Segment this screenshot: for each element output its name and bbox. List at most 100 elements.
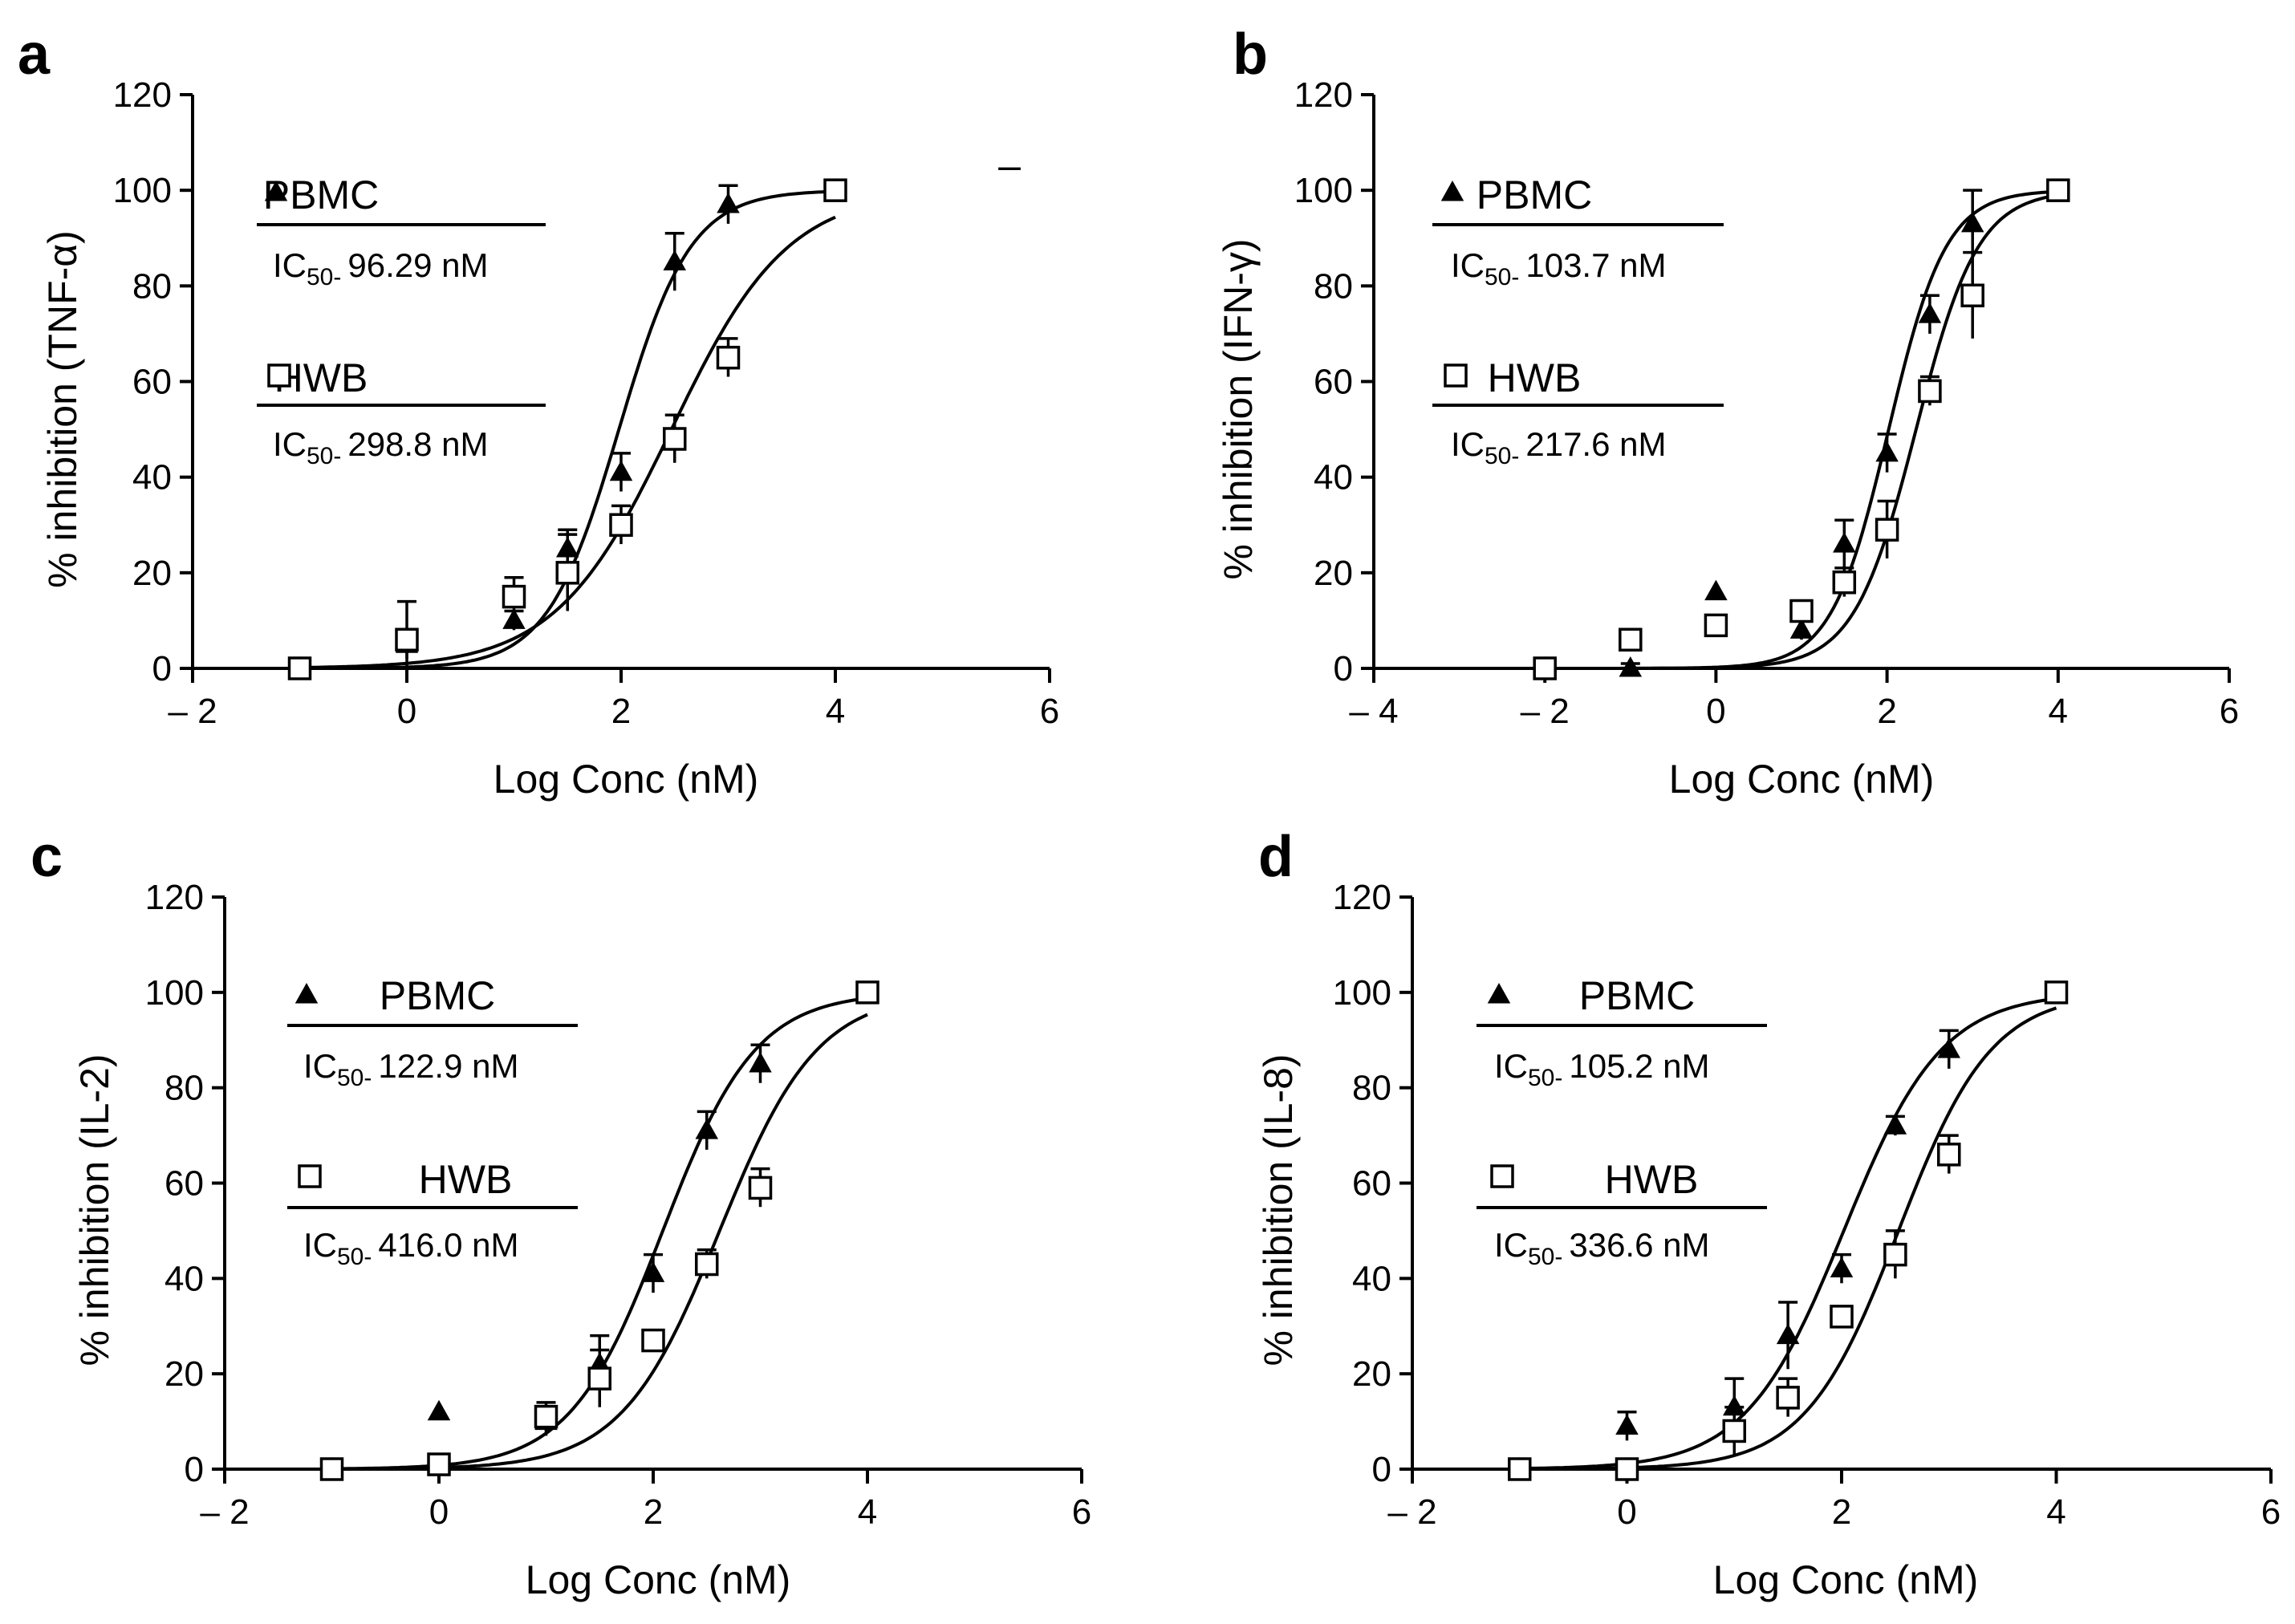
panel-letter-b: b xyxy=(1233,22,1268,87)
x-tick-label: 0 xyxy=(429,1492,449,1532)
y-tick-label: 20 xyxy=(132,554,172,593)
legend-marker-pbmc xyxy=(1487,983,1511,1004)
panel-letter-d: d xyxy=(1258,825,1294,889)
y-tick-label: 80 xyxy=(1352,1069,1391,1108)
axes: 0 20 40 60 80 100 120 – 4 – 2 0 2 4 6 xyxy=(1294,75,2240,731)
stray-mark: – xyxy=(998,143,1021,188)
y-tick-label: 40 xyxy=(1314,458,1353,497)
data-point xyxy=(1619,656,1643,677)
legend-ic50-pbmc: IC50- 96.29 nM xyxy=(273,246,488,290)
data-point xyxy=(587,1366,611,1391)
y-tick-label: 120 xyxy=(1333,878,1391,917)
legend-ic50-pbmc: IC50- 105.2 nM xyxy=(1494,1047,1709,1091)
x-tick-label: 6 xyxy=(2261,1492,2281,1532)
data-point xyxy=(855,980,879,1005)
series-pbmc xyxy=(1508,980,2068,1478)
y-tick-label: 40 xyxy=(1352,1259,1391,1298)
data-point xyxy=(717,193,740,213)
legend: PBMC IC50- 105.2 nM HWB IC50- 336.6 nM xyxy=(1494,973,1709,1270)
data-point xyxy=(1875,441,1899,462)
fit-curve xyxy=(331,1013,868,1471)
y-tick-label: 40 xyxy=(165,1259,204,1298)
data-point xyxy=(502,608,526,629)
data-point xyxy=(1883,1242,1907,1267)
legend-marker-hwb xyxy=(1444,363,1468,388)
panel-letter-c: c xyxy=(30,825,63,889)
legend-item-hwb: HWB IC50- 217.6 nM xyxy=(1451,355,1666,469)
data-point xyxy=(749,1051,772,1073)
y-tick-label: 100 xyxy=(1294,171,1353,210)
data-point xyxy=(609,513,633,537)
data-point xyxy=(663,250,686,271)
panel-b: b % inhibition (IFN-γ) Log Conc (nM) PBM… xyxy=(1216,22,2239,802)
data-point xyxy=(609,460,633,481)
data-point xyxy=(716,345,741,370)
data-point xyxy=(1508,1457,1532,1481)
y-tick-label: 20 xyxy=(165,1354,204,1394)
y-tick-label: 60 xyxy=(1314,363,1353,402)
legend-item-pbmc: PBMC IC50- 105.2 nM xyxy=(1494,973,1709,1091)
data-point xyxy=(695,1252,719,1277)
data-point xyxy=(1883,1114,1907,1135)
series-hwb xyxy=(1533,178,2070,680)
y-tick-label: 120 xyxy=(1294,75,1353,115)
data-point xyxy=(1960,283,1984,307)
data-point xyxy=(1704,613,1728,638)
panel-c: c % inhibition (IL-2) Log Conc (nM) PBMC… xyxy=(30,825,1091,1602)
y-axis-title: % inhibition (IL-2) xyxy=(72,1054,117,1366)
legend-marker-pbmc xyxy=(264,181,288,201)
x-tick-label: 0 xyxy=(397,692,416,731)
x-tick-label: 2 xyxy=(1877,692,1896,731)
fit-curve xyxy=(1519,1006,2057,1471)
y-axis-title: % inhibition (IFN-γ) xyxy=(1216,238,1261,579)
x-tick-label: 6 xyxy=(1040,692,1059,731)
data-point xyxy=(1918,302,1942,323)
data-point xyxy=(641,1328,665,1353)
legend-ic50-hwb: IC50- 298.8 nM xyxy=(273,425,488,469)
data-point xyxy=(1722,1419,1746,1443)
data-point xyxy=(555,561,579,585)
legend-label-pbmc: PBMC xyxy=(1477,173,1592,217)
data-point xyxy=(2046,178,2070,202)
legend-ic50-hwb: IC50- 416.0 nM xyxy=(303,1226,518,1270)
y-tick-label: 80 xyxy=(1314,266,1353,306)
series-hwb xyxy=(319,980,879,1481)
y-tick-label: 60 xyxy=(165,1164,204,1204)
data-point xyxy=(1937,1143,1961,1167)
data-point xyxy=(1776,1386,1800,1410)
x-axis-title: Log Conc (nM) xyxy=(526,1557,791,1602)
data-point xyxy=(1789,599,1814,623)
legend-label-hwb: HWB xyxy=(1488,355,1582,400)
legend-item-pbmc: PBMC IC50- 103.7 nM xyxy=(1451,173,1666,290)
panel-letter-a: a xyxy=(18,22,51,87)
data-point xyxy=(1723,1395,1746,1416)
legend: PBMC IC50- 96.29 nM HWB IC50- 298.8 nM xyxy=(263,173,489,469)
x-tick-label: 6 xyxy=(2220,692,2239,731)
x-tick-label: 4 xyxy=(2049,692,2068,731)
data-point xyxy=(1776,1323,1800,1345)
data-point xyxy=(663,427,687,451)
y-tick-label: 100 xyxy=(145,973,204,1013)
x-tick-label: 0 xyxy=(1706,692,1725,731)
y-tick-label: 0 xyxy=(185,1450,204,1489)
data-point xyxy=(1615,1457,1639,1481)
legend-ic50-pbmc: IC50- 122.9 nM xyxy=(303,1047,518,1091)
y-tick-label: 80 xyxy=(165,1069,204,1108)
y-tick-label: 100 xyxy=(113,171,172,210)
legend-marker-hwb xyxy=(1490,1164,1514,1188)
data-point xyxy=(1619,627,1643,652)
data-point xyxy=(748,1175,773,1200)
data-point xyxy=(1704,579,1728,601)
data-point xyxy=(641,1261,665,1282)
y-tick-label: 120 xyxy=(113,75,172,115)
data-point xyxy=(319,1457,344,1481)
y-tick-label: 0 xyxy=(1334,649,1353,688)
data-point xyxy=(695,1119,718,1139)
y-tick-label: 100 xyxy=(1333,973,1391,1013)
y-tick-label: 20 xyxy=(1352,1354,1391,1394)
x-tick-label: 6 xyxy=(1072,1492,1091,1532)
x-tick-label: – 2 xyxy=(1387,1492,1436,1532)
